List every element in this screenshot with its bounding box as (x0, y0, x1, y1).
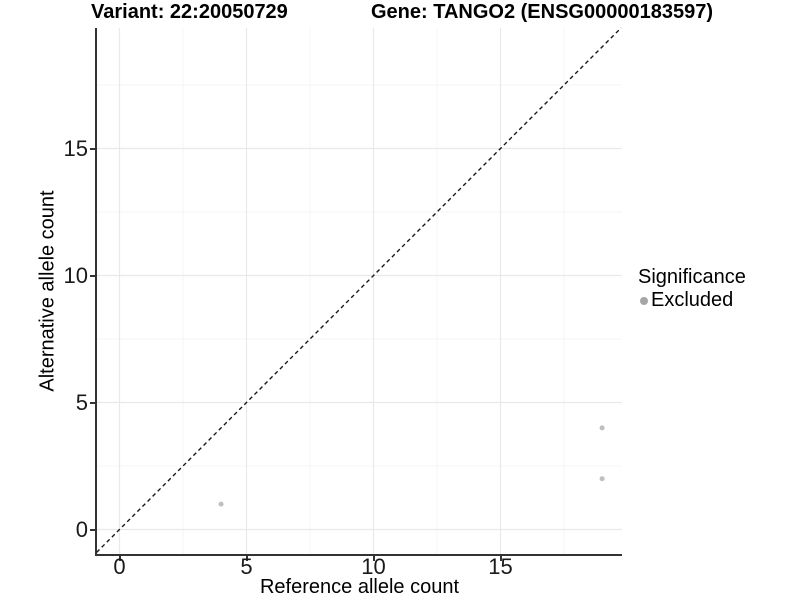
data-point (218, 501, 224, 507)
y-tick-label: 15 (63, 135, 88, 161)
y-axis-title: Alternative allele count (36, 190, 59, 392)
y-axis-tick (90, 147, 95, 150)
data-point (599, 476, 605, 482)
data-point (599, 425, 605, 431)
x-tick-label: 15 (488, 554, 513, 579)
y-tick-label: 5 (75, 389, 88, 415)
legend-item-excluded: Excluded (638, 289, 798, 312)
legend-title: Significance (638, 266, 746, 288)
y-axis-line (95, 28, 97, 556)
y-tick-label: 10 (63, 262, 88, 288)
x-tick-label: 0 (113, 554, 126, 579)
x-axis-tick (245, 556, 248, 561)
x-axis-title: Reference allele count (259, 576, 459, 598)
excluded-point-icon (640, 296, 648, 305)
legend: Significance Excluded (638, 266, 798, 312)
x-axis-tick (118, 556, 121, 561)
x-axis-line (95, 554, 622, 556)
plot-title-gene: Gene: TANGO2 (ENSG00000183597) (371, 1, 714, 23)
y-axis-tick (90, 274, 95, 277)
scatter-plot-canvas (96, 27, 622, 554)
legend-item-label: Excluded (651, 289, 734, 311)
x-tick-label: 5 (240, 554, 253, 579)
x-axis-tick (499, 556, 502, 561)
y-axis-tick (90, 528, 95, 531)
x-tick-label: 10 (361, 554, 386, 579)
plot-panel (96, 27, 622, 554)
plot-title-variant: Variant: 22:20050729 (91, 1, 288, 23)
x-axis-tick (372, 556, 375, 561)
identity-reference-line (96, 27, 622, 553)
y-tick-label: 0 (75, 516, 88, 542)
y-axis-tick (90, 401, 95, 404)
